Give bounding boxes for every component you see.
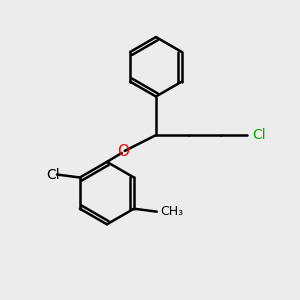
Text: Cl: Cl: [46, 167, 60, 182]
Text: O: O: [117, 144, 129, 159]
Text: Cl: Cl: [253, 128, 266, 142]
Text: CH₃: CH₃: [161, 205, 184, 218]
